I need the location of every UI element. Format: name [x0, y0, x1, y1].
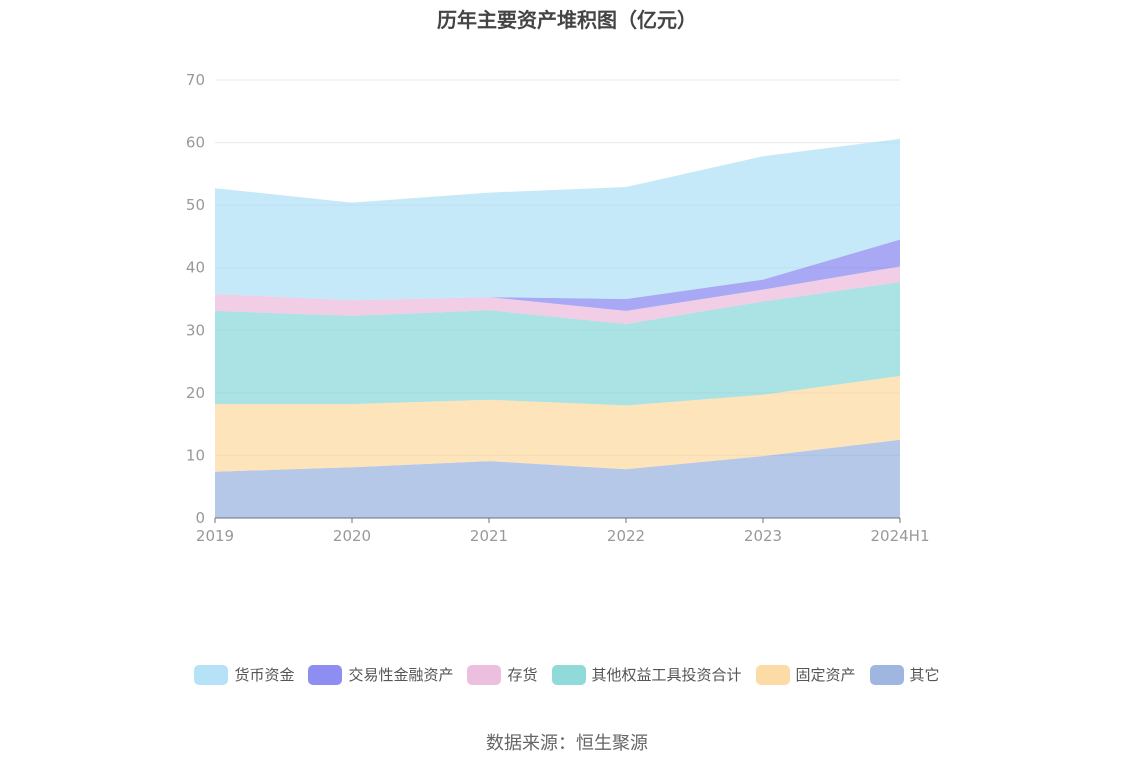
legend-label: 交易性金融资产 [348, 666, 454, 684]
area-2 [215, 282, 900, 406]
x-tick-label: 2022 [607, 527, 645, 545]
chart-title: 历年主要资产堆积图（亿元） [437, 8, 697, 32]
legend-swatch [551, 664, 586, 685]
legend-item[interactable]: 固定资产 [755, 664, 856, 685]
legend-label: 其他权益工具投资合计 [591, 666, 742, 684]
axes: 0 10 20 30 40 50 60 70 2019 2020 2021 2022 2023 2024H… [186, 71, 930, 545]
legend-label: 存货 [507, 666, 538, 684]
legend-label: 货币资金 [234, 666, 295, 684]
legend-swatch [869, 664, 904, 685]
x-tick-label: 2023 [744, 527, 782, 545]
y-tick-label: 40 [186, 259, 205, 277]
y-tick-label: 10 [186, 446, 205, 464]
area-3 [215, 266, 900, 324]
legend-item[interactable]: 其它 [869, 664, 940, 685]
y-tick-label: 70 [186, 71, 205, 89]
area-1 [215, 376, 900, 472]
legend-item[interactable]: 货币资金 [194, 664, 294, 685]
x-tick-label: 2019 [196, 527, 234, 545]
legend-swatch [467, 664, 502, 685]
legend-item[interactable]: 存货 [467, 664, 538, 685]
area-0 [215, 439, 900, 518]
y-tick-label: 30 [186, 321, 205, 339]
area-4 [215, 239, 900, 311]
y-tick-label: 0 [195, 509, 205, 527]
y-tick-label: 20 [186, 384, 205, 402]
legend-item[interactable]: 交易性金融资产 [308, 664, 453, 685]
x-tick-label: 2024H1 [871, 527, 930, 545]
y-tick-label: 50 [186, 196, 205, 214]
x-tick-label: 2021 [470, 527, 508, 545]
y-tick-label: 60 [186, 134, 205, 152]
legend-label: 其它 [909, 666, 940, 684]
x-tick-label: 2020 [333, 527, 371, 545]
source-note: 数据来源：恒生聚源 [486, 733, 648, 754]
area-series [215, 138, 900, 518]
stacked-area-chart: 0 10 20 30 40 50 60 70 2019 2020 2021 2022 2023 2024H… [186, 71, 930, 545]
legend-item[interactable]: 其他权益工具投资合计 [551, 664, 742, 685]
legend-swatch [308, 664, 343, 685]
legend: 货币资金 交易性金融资产 存货 其他权益工具投资合计 固定资产 其它 [0, 664, 1134, 685]
legend-swatch [755, 664, 790, 685]
legend-swatch [194, 664, 229, 685]
legend-label: 固定资产 [795, 666, 856, 684]
area-5 [215, 138, 900, 301]
